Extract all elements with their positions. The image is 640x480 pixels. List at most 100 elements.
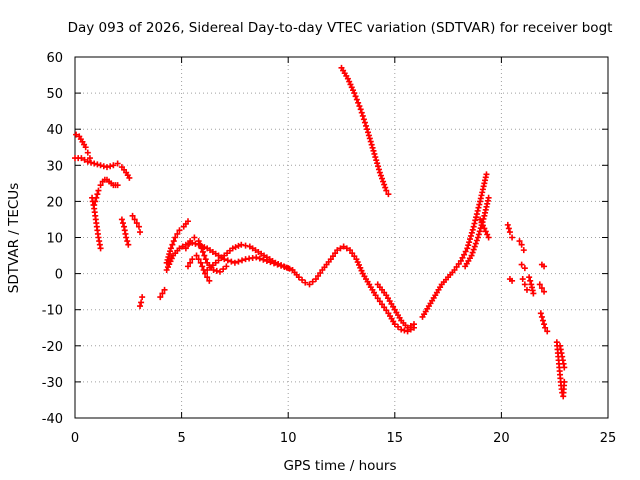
data-point	[518, 261, 525, 268]
data-point	[363, 122, 370, 129]
data-point	[91, 160, 98, 167]
data-point	[125, 241, 132, 248]
data-point	[472, 240, 479, 247]
data-point	[167, 245, 174, 252]
data-point	[379, 175, 386, 182]
data-point	[398, 326, 405, 333]
data-point	[124, 238, 131, 245]
data-point	[465, 242, 472, 249]
data-point	[189, 256, 196, 263]
data-point	[138, 299, 145, 306]
data-point	[97, 182, 104, 189]
chart-title: Day 093 of 2026, Sidereal Day-to-day VTE…	[68, 20, 613, 36]
data-point	[468, 252, 475, 259]
data-point	[351, 253, 358, 260]
data-point	[518, 241, 525, 248]
data-point	[536, 281, 543, 288]
data-point	[523, 286, 530, 293]
data-point	[466, 239, 473, 246]
data-point	[541, 263, 548, 270]
data-point	[379, 301, 386, 308]
data-point	[544, 328, 551, 335]
y-tick-label: -30	[42, 376, 63, 391]
data-point	[381, 304, 388, 311]
data-point	[372, 292, 379, 299]
data-point	[537, 310, 544, 317]
data-point	[469, 226, 476, 233]
data-point	[541, 321, 548, 328]
x-axis-label: GPS time / hours	[283, 458, 396, 474]
data-point	[382, 184, 389, 191]
data-point	[481, 225, 488, 232]
data-point	[309, 278, 316, 285]
data-point	[372, 154, 379, 161]
data-point	[410, 321, 417, 328]
data-point	[204, 274, 211, 281]
data-point	[376, 298, 383, 305]
data-point	[381, 181, 388, 188]
data-point	[467, 232, 474, 239]
data-point	[199, 248, 206, 255]
data-point	[100, 163, 107, 170]
data-point	[202, 270, 209, 277]
data-point	[371, 150, 378, 157]
data-point	[464, 245, 471, 252]
data-point	[370, 147, 377, 154]
data-point	[478, 219, 485, 226]
data-point	[469, 249, 476, 256]
data-point	[473, 237, 480, 244]
data-point	[176, 245, 183, 252]
data-point	[135, 223, 142, 230]
data-point	[165, 253, 172, 260]
data-point	[462, 248, 469, 255]
data-point	[198, 245, 205, 252]
data-point	[375, 166, 382, 173]
data-point	[195, 256, 202, 263]
data-point	[561, 364, 568, 371]
data-point	[404, 324, 411, 331]
data-point	[103, 164, 110, 171]
data-point	[479, 222, 486, 229]
data-point	[519, 276, 526, 283]
data-point	[376, 169, 383, 176]
data-point	[238, 241, 245, 248]
data-point	[364, 129, 371, 136]
data-point	[118, 216, 125, 223]
data-point	[374, 160, 381, 167]
data-point	[476, 228, 483, 235]
data-point	[391, 321, 398, 328]
data-point	[367, 138, 374, 145]
data-point	[361, 119, 368, 126]
data-point	[195, 238, 202, 245]
data-point	[235, 258, 242, 265]
data-point	[366, 135, 373, 142]
data-point	[242, 242, 249, 249]
y-tick-label: -10	[42, 304, 63, 319]
data-point	[223, 263, 230, 270]
data-point	[131, 216, 138, 223]
data-point	[457, 257, 464, 264]
data-point	[295, 274, 302, 281]
data-point	[343, 245, 350, 252]
data-point	[157, 294, 164, 301]
y-tick-label: 20	[46, 195, 63, 210]
data-point	[334, 247, 341, 254]
data-point	[126, 174, 133, 181]
data-point	[383, 187, 390, 194]
data-point	[539, 317, 546, 324]
data-point	[166, 251, 173, 258]
data-point	[521, 281, 528, 288]
data-point	[360, 116, 367, 123]
x-tick-label: 15	[387, 431, 404, 446]
data-point	[356, 103, 363, 110]
data-point	[516, 238, 523, 245]
data-point	[468, 229, 475, 236]
data-point	[137, 303, 144, 310]
data-point	[306, 281, 313, 288]
data-point	[84, 158, 91, 165]
data-point	[129, 212, 136, 219]
data-point	[97, 162, 104, 169]
y-tick-label: 30	[46, 159, 63, 174]
x-tick-label: 25	[600, 431, 617, 446]
